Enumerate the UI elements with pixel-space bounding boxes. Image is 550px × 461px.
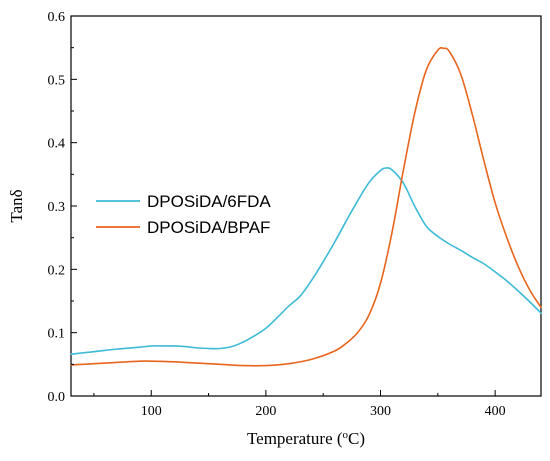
y-tick-label: 0.1 (48, 327, 66, 342)
x-tick-label: 200 (255, 404, 276, 419)
y-tick-label: 0.0 (48, 390, 66, 405)
series-line-2 (70, 47, 542, 367)
x-axis-title-end: C) (348, 429, 365, 448)
series-layer (70, 47, 542, 367)
ticks-layer: 100 200 300 400 0.0 0.1 0.2 0.3 0.4 0.5 0.6 (48, 10, 506, 419)
y-tick-label: 0.4 (48, 137, 66, 152)
y-axis-title: Tanδ (7, 189, 26, 222)
x-axis-title: Temperature (oC) (247, 429, 365, 448)
series-line-1 (70, 167, 542, 355)
legend-label-1: DPOSiDA/6FDA (147, 192, 271, 211)
x-tick-label: 300 (370, 404, 391, 419)
x-axis-title-sup: o (343, 429, 349, 441)
y-tick-label: 0.2 (48, 263, 66, 278)
y-tick-label: 0.6 (48, 10, 66, 25)
x-tick-label: 100 (141, 404, 162, 419)
y-tick-label: 0.5 (48, 73, 66, 88)
legend: DPOSiDA/6FDA DPOSiDA/BPAF (96, 192, 271, 237)
plot-border (70, 15, 542, 397)
y-tick-label: 0.3 (48, 200, 66, 215)
legend-label-2: DPOSiDA/BPAF (147, 218, 270, 237)
x-axis-title-main: Temperature ( (247, 429, 343, 448)
x-tick-label: 400 (485, 404, 506, 419)
plot-frame (70, 15, 542, 397)
